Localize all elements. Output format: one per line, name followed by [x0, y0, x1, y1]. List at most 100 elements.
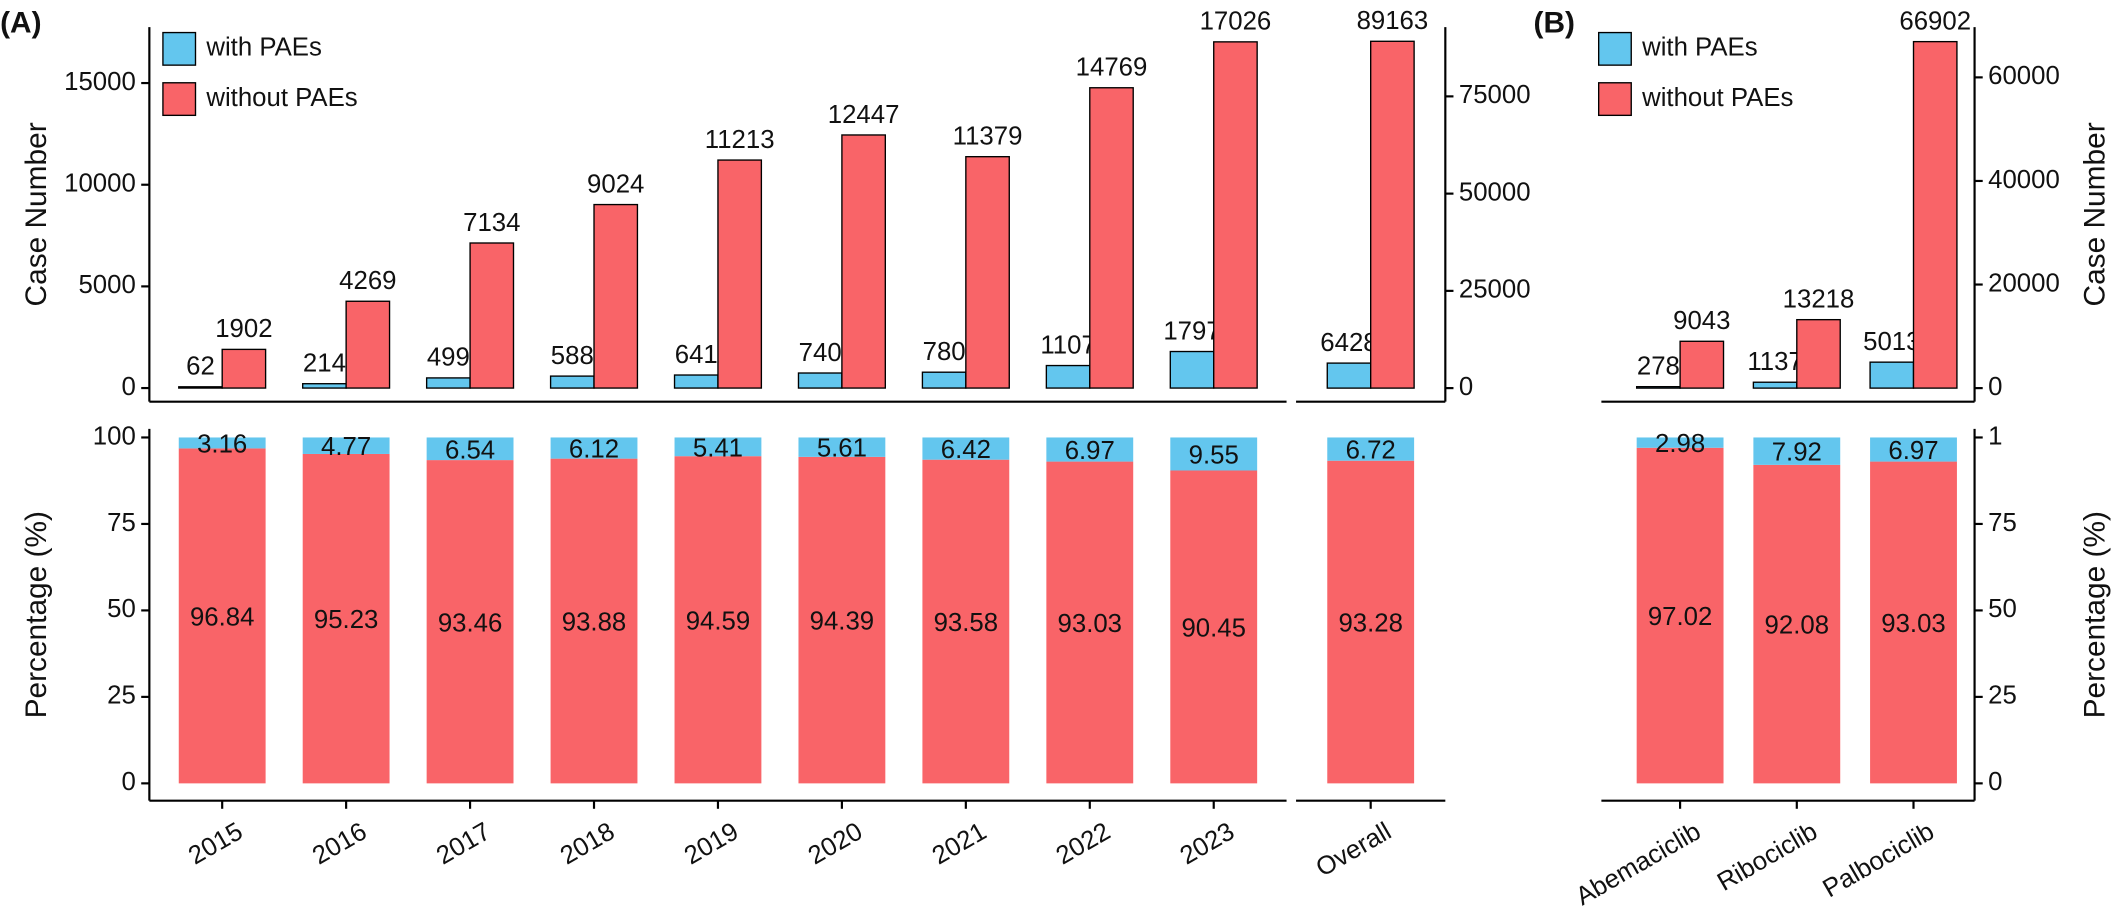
value-label: 4269: [339, 267, 396, 295]
stacked-bar: [1870, 437, 1957, 462]
stacked-bar: [1636, 437, 1724, 448]
bar: [549, 375, 595, 389]
value-label: 93.03: [1881, 610, 1945, 638]
y-tick-label: 25: [107, 682, 136, 710]
y-tick-label: 10000: [64, 170, 136, 198]
y-axis-label: Percentage (%): [2079, 511, 2112, 718]
value-label: 11379: [953, 122, 1023, 150]
value-label: 13218: [1783, 285, 1855, 313]
y-axis-label: Case Number: [20, 122, 53, 306]
x-tick-label: 2019: [680, 817, 744, 870]
bar: [221, 348, 267, 389]
value-label: 7134: [463, 209, 520, 237]
value-label: 6.12: [569, 436, 619, 464]
value-label: 66902: [1899, 7, 1971, 35]
panel-label: (B): [1534, 6, 1575, 39]
bar: [1370, 40, 1415, 389]
value-label: 93.03: [1058, 610, 1122, 638]
y-tick-label: 0: [1988, 768, 2002, 796]
value-label: 4.77: [321, 433, 371, 461]
y-tick-label: 75000: [1459, 81, 1531, 109]
value-label: 1902: [215, 315, 272, 343]
bar: [1752, 381, 1798, 389]
legend-label: without PAEs: [1641, 84, 1793, 112]
x-tick-label: Abemaciclib: [1571, 817, 1705, 911]
value-label: 9043: [1673, 307, 1730, 335]
stacked-bar: [798, 456, 886, 784]
value-label: 89163: [1357, 7, 1429, 35]
value-label: 6.54: [445, 436, 495, 464]
stacked-bar: [550, 437, 638, 459]
value-label: 641: [675, 341, 718, 369]
y-axis-label: Case Number: [2079, 122, 2112, 306]
stacked-bar: [1636, 447, 1724, 784]
x-tick-label: 2016: [308, 817, 372, 870]
bar: [593, 203, 639, 389]
bar: [965, 156, 1010, 389]
stacked-bar: [674, 456, 762, 784]
stacked-bar: [1327, 460, 1415, 784]
stacked-bar: [1170, 470, 1258, 784]
value-label: 214: [303, 350, 346, 378]
legend-label: with PAEs: [1641, 34, 1758, 62]
y-tick-label: 0: [1988, 373, 2002, 401]
bar: [1912, 40, 1958, 389]
bar: [797, 372, 843, 389]
bar: [302, 383, 347, 389]
value-label: 96.84: [190, 603, 254, 631]
legend-swatch: [1597, 82, 1632, 117]
legend-swatch: [162, 31, 197, 66]
bar: [1089, 87, 1134, 389]
legend-label: with PAEs: [205, 34, 322, 62]
legend-label: without PAEs: [205, 84, 357, 112]
value-label: 3.16: [197, 430, 247, 458]
value-label: 7.92: [1772, 439, 1822, 467]
stacked-bar: [426, 437, 514, 461]
stacked-bar: [426, 460, 514, 784]
x-tick-label: 2020: [804, 817, 868, 870]
stacked-bar: [674, 437, 762, 457]
value-label: 93.58: [934, 609, 998, 637]
bar: [841, 134, 887, 389]
value-label: 1107: [1040, 331, 1095, 359]
y-tick-label: 50: [107, 595, 136, 623]
x-tick-label: 2015: [184, 817, 248, 870]
bar: [1869, 361, 1915, 389]
bar: [1326, 362, 1372, 389]
legend-swatch: [162, 82, 197, 117]
value-label: 17026: [1200, 8, 1272, 36]
stacked-bar: [1046, 437, 1134, 462]
y-tick-label: 0: [121, 768, 135, 796]
value-label: 6428: [1320, 329, 1377, 357]
value-label: 94.39: [810, 608, 874, 636]
value-label: 12447: [828, 101, 900, 129]
value-label: 6.97: [1888, 437, 1938, 465]
y-tick-label: 0: [121, 373, 135, 401]
value-label: 97.02: [1648, 603, 1712, 631]
bar: [1045, 364, 1091, 389]
bar: [178, 386, 223, 389]
y-tick-label: 60000: [1988, 62, 2060, 90]
y-tick-label: 50: [1988, 595, 2017, 623]
value-label: 278: [1637, 352, 1680, 380]
bar: [1796, 318, 1841, 389]
value-label: 6.97: [1065, 437, 1115, 465]
value-label: 499: [427, 344, 470, 372]
value-label: 93.88: [562, 609, 626, 637]
y-tick-label: 5000: [78, 271, 135, 299]
x-tick-label: 2018: [556, 817, 620, 870]
value-label: 5.61: [817, 435, 867, 463]
stacked-bar: [922, 437, 1010, 460]
y-tick-label: 40000: [1988, 166, 2060, 194]
bar: [673, 374, 719, 389]
value-label: 94.59: [686, 607, 750, 635]
y-tick-label: 100: [93, 422, 136, 450]
stacked-bar: [798, 437, 886, 457]
stacked-bar: [1046, 461, 1134, 784]
value-label: 92.08: [1765, 612, 1829, 640]
y-tick-label: 20000: [1988, 269, 2060, 297]
value-label: 5013: [1863, 328, 1920, 356]
value-label: 2.98: [1655, 430, 1705, 458]
value-label: 6.42: [941, 436, 991, 464]
